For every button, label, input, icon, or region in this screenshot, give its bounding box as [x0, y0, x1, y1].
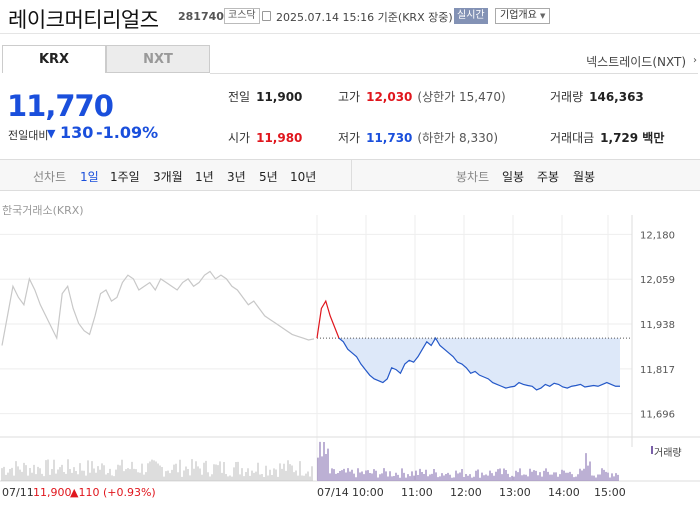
tab-nxt[interactable]: NXT	[106, 45, 210, 73]
volume-legend-marker	[651, 446, 653, 454]
chart-toolbar: 선차트 1일 1주일 3개월 1년 3년 5년 10년 봉차트 일봉 주봉 월봉	[0, 159, 700, 191]
prev-change-label: ▲110 (+0.93%)	[70, 486, 156, 499]
compare-label: 전일대비	[8, 129, 49, 142]
company-overview-button[interactable]: 기업개요 ▼	[495, 8, 551, 24]
stat-prev-close: 전일 11,900	[228, 90, 303, 104]
tab-divider	[210, 73, 698, 74]
period-1w[interactable]: 1주일	[110, 170, 140, 184]
candle-daily[interactable]: 일봉	[502, 170, 525, 184]
x-tick-label: 13:00	[499, 486, 531, 499]
y-tick-label: 11,696	[640, 410, 675, 421]
period-10y[interactable]: 10년	[290, 170, 317, 184]
candle-monthly[interactable]: 월봉	[573, 170, 596, 184]
y-tick-label: 11,938	[640, 320, 675, 331]
y-tick-label: 12,180	[640, 230, 675, 241]
today-line	[338, 336, 620, 391]
stat-low: 저가 11,730 (하한가 8,330)	[338, 131, 499, 145]
stock-name: 레이크머티리얼즈	[8, 8, 159, 32]
prev-date-label: 07/11	[2, 486, 34, 499]
x-tick-label: 15:00	[594, 486, 626, 499]
market-badge: 코스닥	[224, 8, 260, 24]
candle-weekly[interactable]: 주봉	[537, 170, 560, 184]
stock-code: 281740	[178, 10, 224, 23]
x-tick-label: 07/14	[317, 486, 349, 499]
stat-high: 고가 12,030 (상한가 15,470)	[338, 90, 506, 104]
period-3m[interactable]: 3개월	[153, 170, 183, 184]
stat-volume: 거래량 146,363	[550, 90, 644, 104]
datetime-label: 2025.07.14 15:16 기준(KRX 장중)	[276, 11, 453, 24]
period-3y[interactable]: 3년	[227, 170, 246, 184]
tab-krx[interactable]: KRX	[2, 45, 106, 73]
stat-amount: 거래대금 1,729 백만	[550, 131, 665, 145]
nextrade-link[interactable]: 넥스트레이드(NXT)	[586, 55, 686, 69]
y-tick-label: 12,059	[640, 275, 675, 286]
candle-chart-label: 봉차트	[456, 170, 490, 184]
prev-day-line	[1, 270, 315, 346]
period-1d[interactable]: 1일	[80, 170, 99, 184]
period-1y[interactable]: 1년	[195, 170, 214, 184]
price-change-pct: -1.09%	[96, 123, 159, 142]
stock-header: 레이크머티리얼즈 281740 코스닥 2025.07.14 15:16 기준(…	[0, 0, 700, 34]
prev-close-label: 11,900	[33, 486, 72, 499]
chevron-right-icon[interactable]: ›	[693, 55, 697, 66]
caret-down-icon: ▼	[540, 12, 546, 20]
x-tick-label: 10:00	[352, 486, 384, 499]
toolbar-divider	[351, 160, 352, 190]
x-tick-label: 14:00	[548, 486, 580, 499]
volume-legend-label: 거래량	[654, 448, 682, 459]
stat-open: 시가 11,980	[228, 131, 303, 145]
line-chart-label: 선차트	[33, 170, 67, 184]
below-reference-area	[317, 338, 620, 390]
chart-source-label: 한국거래소(KRX)	[2, 204, 84, 217]
clock-icon	[262, 11, 271, 21]
y-tick-label: 11,817	[640, 365, 675, 376]
x-tick-label: 11:00	[401, 486, 433, 499]
current-price: 11,770	[7, 89, 114, 123]
down-triangle-icon: ▼	[47, 127, 56, 140]
today-up-line	[316, 299, 340, 339]
price-change: 130	[60, 123, 94, 142]
price-chart[interactable]: 12,180 12,059 11,938 11,817 11,696 07/14 10:0…	[0, 215, 700, 505]
realtime-badge[interactable]: 실시간	[454, 8, 488, 24]
period-5y[interactable]: 5년	[259, 170, 278, 184]
x-tick-label: 12:00	[450, 486, 482, 499]
